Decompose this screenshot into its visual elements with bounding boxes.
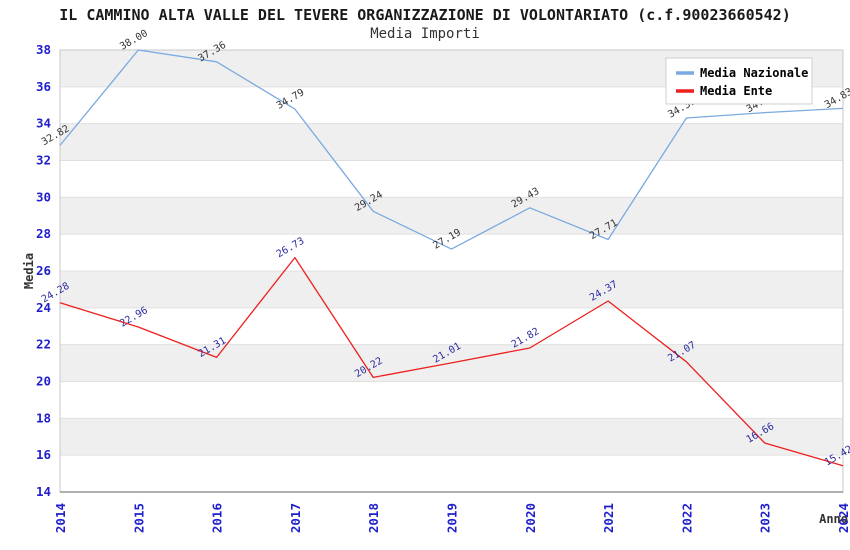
y-tick-label: 38: [36, 42, 51, 57]
y-tick-label: 28: [36, 226, 51, 241]
y-tick-label: 26: [36, 263, 51, 278]
plot-band: [60, 455, 843, 492]
x-tick-label: 2015: [131, 503, 146, 533]
y-tick-label: 22: [36, 337, 51, 352]
legend-label-0: Media Nazionale: [700, 66, 808, 80]
x-tick-label: 2024: [836, 503, 850, 533]
plot-band: [60, 197, 843, 235]
x-tick-label: 2018: [366, 503, 381, 533]
x-tick-label: 2016: [210, 503, 225, 533]
y-tick-label: 20: [36, 374, 51, 389]
x-tick-label: 2017: [288, 503, 303, 533]
plot-band: [60, 307, 843, 345]
plot-band: [60, 271, 843, 308]
y-tick-label: 14: [36, 484, 51, 499]
x-tick-label: 2022: [679, 503, 694, 533]
x-tick-label: 2023: [758, 503, 773, 533]
chart-subtitle: Media Importi: [370, 26, 480, 42]
y-tick-label: 32: [36, 153, 51, 168]
y-tick-label: 18: [36, 410, 51, 425]
series-line-0: [59, 49, 844, 250]
plot-band: [60, 418, 843, 456]
x-tick-label: 2020: [523, 503, 538, 533]
series-line-1: [59, 256, 844, 467]
x-tick-label: 2019: [445, 503, 460, 533]
plot-band: [60, 160, 843, 198]
y-tick-label: 16: [36, 447, 51, 462]
x-axis-title: Anno: [819, 512, 848, 526]
plot-band: [60, 381, 843, 419]
y-tick-label: 24: [36, 300, 51, 315]
legend-box: [665, 57, 813, 105]
x-tick-label: 2014: [53, 503, 68, 533]
data-label-series-0: 38.00: [118, 28, 150, 53]
y-tick-label: 30: [36, 189, 51, 204]
plot-band: [60, 123, 843, 161]
chart-title: IL CAMMINO ALTA VALLE DEL TEVERE ORGANIZ…: [59, 6, 791, 24]
plot-band: [60, 234, 843, 271]
x-tick-label: 2021: [601, 503, 616, 533]
legend-label-1: Media Ente: [700, 84, 772, 98]
y-axis-title: Media: [22, 253, 36, 289]
y-tick-label: 36: [36, 79, 51, 94]
y-tick-label: 34: [36, 116, 51, 131]
